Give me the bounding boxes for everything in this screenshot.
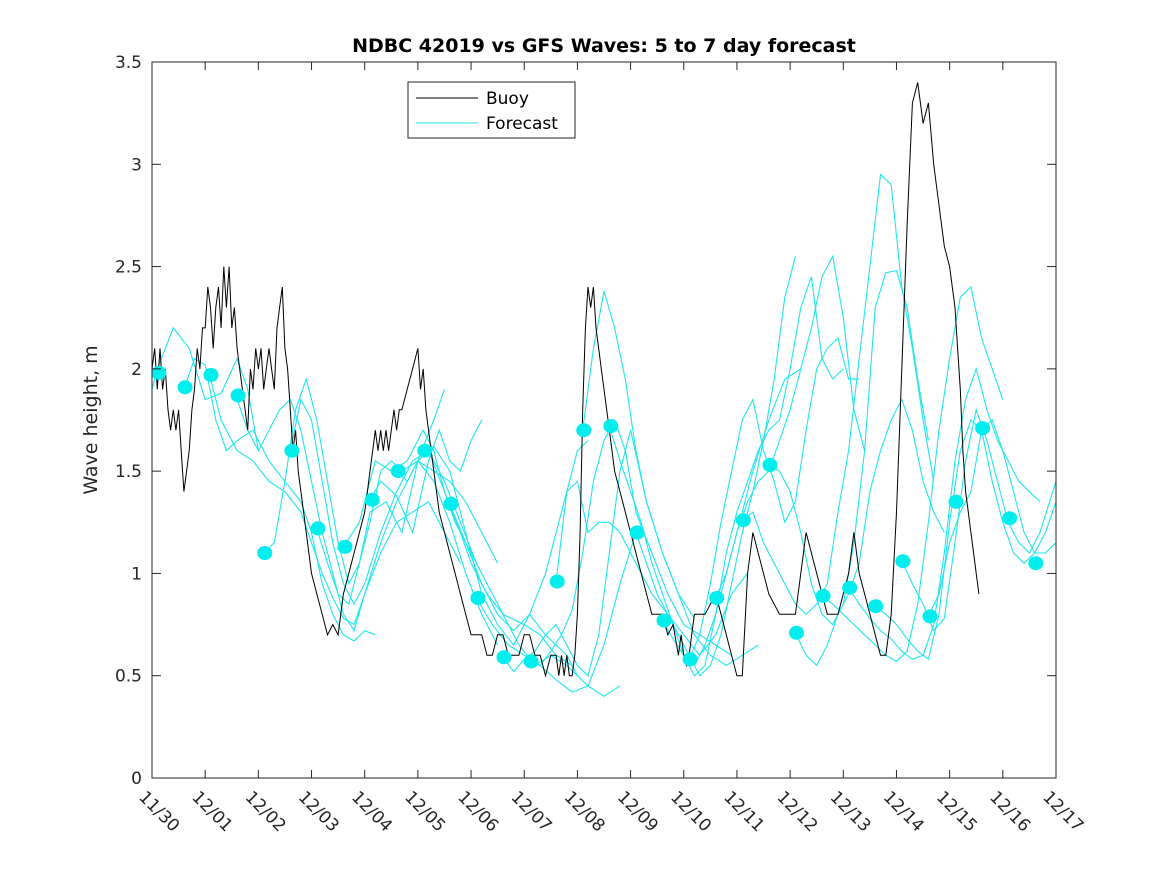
forecast-marker bbox=[496, 650, 512, 665]
forecast-line bbox=[475, 532, 637, 693]
forecast-marker bbox=[523, 654, 539, 669]
forecast-line bbox=[316, 460, 499, 606]
forecast-line bbox=[874, 419, 1057, 661]
forecast-marker bbox=[1002, 511, 1018, 526]
forecast-line bbox=[151, 326, 259, 451]
y-axis-label: Wave height, m bbox=[80, 345, 102, 494]
forecast-marker bbox=[177, 380, 193, 395]
forecast-line bbox=[209, 378, 461, 626]
forecast-marker bbox=[257, 546, 273, 560]
forecast-marker bbox=[948, 494, 964, 509]
forecast-marker bbox=[417, 443, 433, 458]
forecast-marker bbox=[549, 574, 565, 589]
buoy-line bbox=[151, 82, 980, 678]
forecast-marker bbox=[735, 513, 751, 528]
legend-forecast-label: Forecast bbox=[486, 114, 558, 134]
forecast-marker bbox=[364, 492, 380, 507]
forecast-marker bbox=[203, 368, 219, 382]
forecast-marker bbox=[443, 496, 459, 511]
forecast-line bbox=[662, 276, 844, 677]
y-tick-label: 0.5 bbox=[115, 667, 142, 687]
forecast-marker bbox=[868, 599, 884, 614]
y-tick-label: 1 bbox=[131, 564, 142, 584]
forecast-marker bbox=[284, 443, 300, 458]
forecast-marker bbox=[390, 464, 406, 479]
forecast-line bbox=[582, 290, 759, 667]
legend-box bbox=[407, 81, 576, 139]
forecast-line bbox=[794, 398, 945, 667]
forecast-marker bbox=[842, 580, 858, 595]
forecast-marker bbox=[682, 652, 698, 667]
y-tick-label: 3 bbox=[131, 155, 142, 175]
forecast-marker bbox=[815, 588, 831, 603]
forecast-marker bbox=[709, 591, 725, 605]
forecast-line bbox=[927, 419, 1057, 617]
legend-buoy-label: Buoy bbox=[486, 89, 529, 109]
forecast-line bbox=[555, 480, 749, 657]
forecast-line bbox=[821, 285, 1004, 663]
forecast-line bbox=[688, 337, 860, 660]
chart-title: NDBC 42019 vs GFS Waves: 5 to 7 day fore… bbox=[352, 35, 856, 57]
forecast-marker bbox=[895, 554, 911, 569]
forecast-line bbox=[529, 418, 732, 667]
plot-area bbox=[152, 62, 1056, 778]
forecast-marker bbox=[470, 591, 486, 605]
buoy-series bbox=[151, 82, 980, 678]
forecast-marker bbox=[1028, 556, 1044, 571]
forecast-line bbox=[635, 256, 796, 677]
y-tick-label: 0 bbox=[131, 769, 142, 789]
forecast-line bbox=[848, 367, 1041, 660]
forecast-line bbox=[236, 398, 499, 646]
forecast-marker bbox=[603, 419, 619, 434]
forecast-line bbox=[741, 173, 935, 616]
forecast-marker bbox=[151, 365, 167, 380]
forecast-marker bbox=[629, 525, 645, 540]
forecast-marker bbox=[656, 613, 672, 628]
y-tick-label: 2.5 bbox=[115, 258, 142, 278]
forecast-marker bbox=[337, 539, 353, 554]
forecast-marker bbox=[310, 521, 326, 536]
legend: Buoy Forecast bbox=[407, 81, 576, 139]
forecast-markers bbox=[151, 365, 1044, 669]
forecast-series bbox=[151, 173, 1057, 697]
forecast-marker bbox=[230, 388, 246, 403]
y-tick-label: 1.5 bbox=[115, 462, 142, 482]
forecast-marker bbox=[789, 625, 804, 640]
forecast-line bbox=[396, 449, 578, 677]
forecast-marker bbox=[762, 458, 778, 472]
plot-frame bbox=[151, 61, 1057, 779]
forecast-marker bbox=[922, 609, 938, 624]
y-axis: 0 0.5 1 1.5 2 2.5 3 3.5 bbox=[115, 53, 1056, 789]
forecast-marker bbox=[975, 421, 991, 436]
forecast-marker bbox=[576, 423, 592, 438]
y-tick-label: 2 bbox=[131, 360, 142, 380]
y-tick-label: 3.5 bbox=[115, 53, 142, 73]
forecast-line bbox=[369, 419, 483, 535]
